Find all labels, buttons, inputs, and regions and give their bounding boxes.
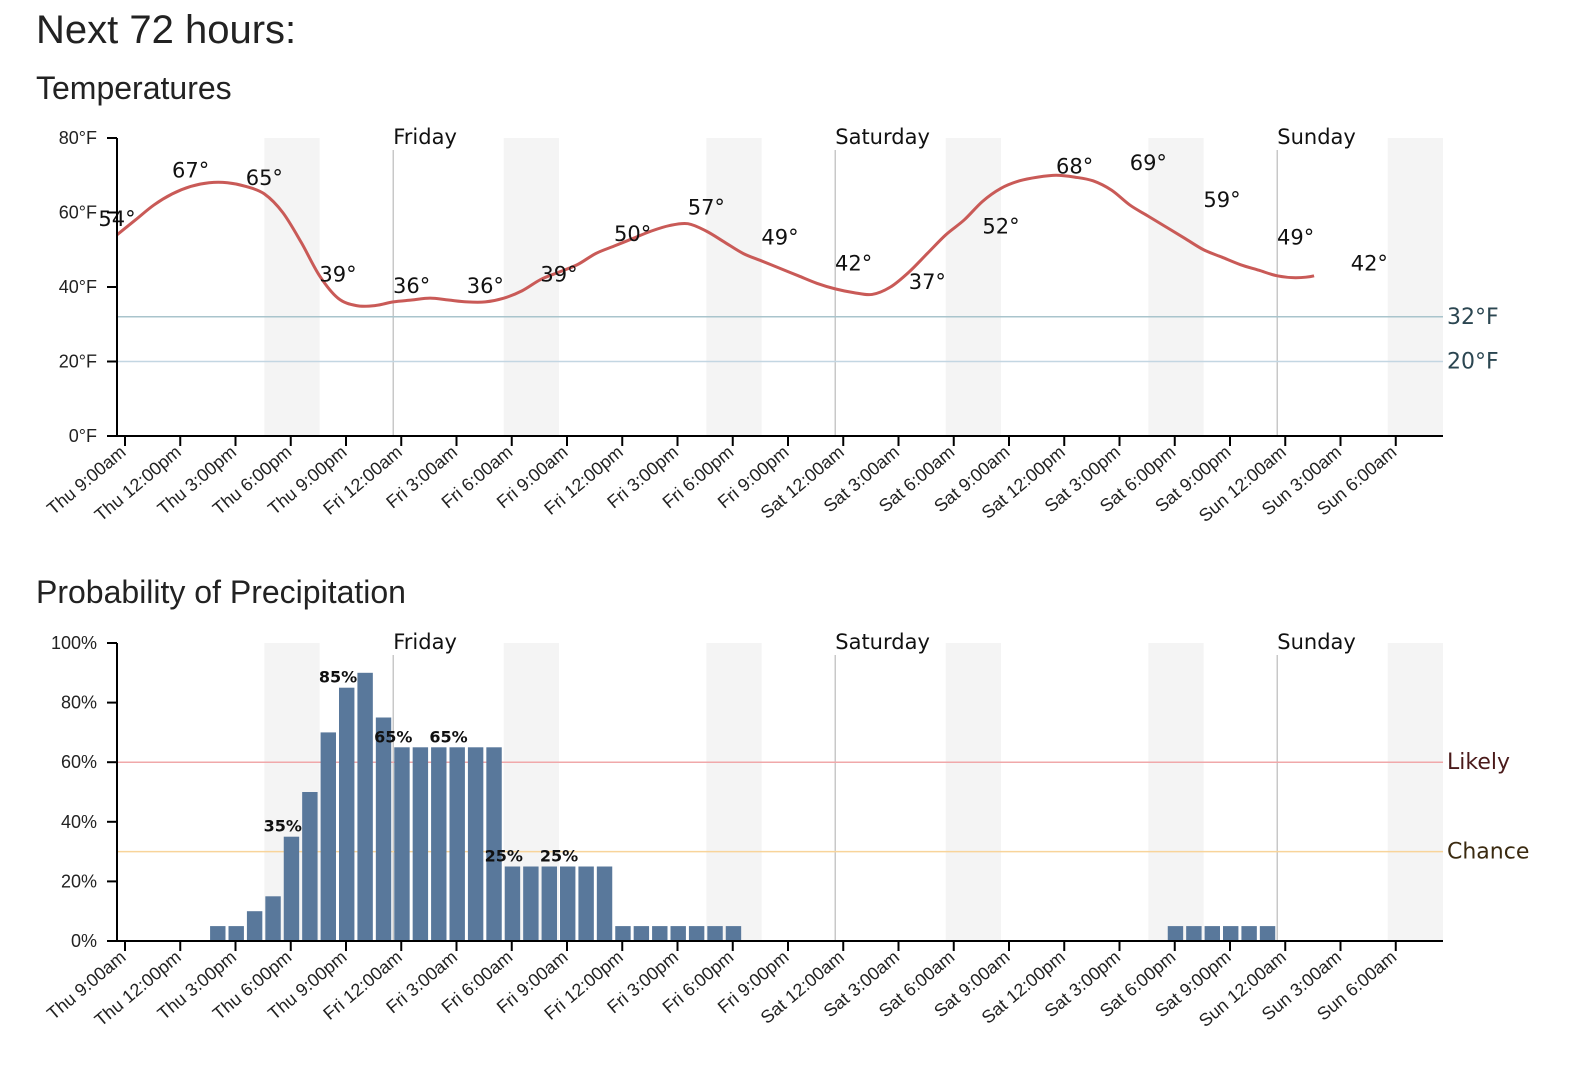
temperature-value-label: 39°: [540, 263, 577, 287]
precip-bar: [339, 687, 355, 941]
day-label: Friday: [393, 630, 457, 654]
night-band: [503, 138, 559, 436]
y-tick-label: 0°F: [69, 426, 97, 446]
bar-value-label: 65%: [374, 727, 412, 746]
precip-bar: [302, 792, 318, 941]
temperature-line: [116, 173, 1315, 308]
temperature-value-label: 67°: [172, 158, 209, 182]
precip-bar: [688, 926, 705, 941]
temperature-value-label: 36°: [467, 274, 504, 298]
night-band: [706, 643, 762, 941]
temperature-value-label: 39°: [319, 263, 356, 287]
y-tick-label: 40°F: [59, 277, 97, 297]
precip-bar: [320, 732, 336, 941]
precip-bar: [449, 747, 465, 941]
temperature-value-label: 57°: [688, 196, 725, 220]
precip-bar: [467, 747, 484, 941]
y-tick-label: 60°F: [59, 203, 97, 223]
precipitation-title: Probability of Precipitation: [36, 574, 406, 610]
day-label: Friday: [393, 125, 457, 149]
precip-bar: [504, 866, 521, 941]
temperature-value-label: 52°: [982, 214, 1019, 238]
temperature-value-label: 50°: [614, 222, 651, 246]
precip-bar: [1259, 926, 1276, 941]
night-band: [706, 138, 762, 436]
reference-line-label: 20°F: [1447, 350, 1499, 375]
bar-value-label: 85%: [319, 668, 357, 687]
bar-value-label: 25%: [540, 847, 578, 866]
precip-bar: [523, 866, 539, 941]
precip-bar: [357, 672, 373, 941]
temperatures-title: Temperatures: [36, 70, 232, 106]
day-label: Saturday: [835, 630, 930, 654]
y-tick-label: 20%: [61, 871, 97, 891]
night-band: [945, 643, 1001, 941]
bar-value-label: 65%: [429, 727, 467, 746]
precip-bar: [1186, 926, 1202, 941]
temperature-value-label: 59°: [1203, 188, 1240, 212]
precip-bar: [652, 926, 668, 941]
precip-bar: [1241, 926, 1257, 941]
day-label: Saturday: [835, 125, 930, 149]
bar-value-label: 25%: [485, 847, 523, 866]
precip-bar: [1167, 926, 1184, 941]
precip-bar: [541, 866, 557, 941]
temperature-value-label: 36°: [393, 274, 430, 298]
precip-bar: [560, 866, 576, 941]
reference-line-label: Likely: [1447, 750, 1510, 775]
y-tick-label: 100%: [51, 633, 97, 653]
y-tick-label: 20°F: [59, 352, 97, 372]
precip-bar: [265, 896, 281, 941]
day-label: Sunday: [1277, 125, 1356, 149]
temperature-value-label: 37°: [909, 270, 946, 294]
precip-bar: [633, 926, 650, 941]
reference-line-label: 32°F: [1447, 305, 1499, 330]
precip-bar: [1204, 926, 1220, 941]
y-tick-label: 80%: [61, 693, 97, 713]
precip-bar: [283, 836, 300, 941]
precip-bar: [486, 747, 502, 941]
temperature-value-label: 42°: [835, 252, 872, 276]
reference-line-label: Chance: [1447, 840, 1529, 865]
night-band: [1387, 138, 1443, 436]
page-title: Next 72 hours:: [36, 8, 297, 52]
precip-bar: [725, 926, 742, 941]
day-label: Sunday: [1277, 630, 1356, 654]
precip-bar: [670, 926, 686, 941]
night-band: [264, 138, 320, 436]
precip-bar: [210, 926, 226, 941]
night-band: [945, 138, 1001, 436]
y-tick-label: 80°F: [59, 128, 97, 148]
temperature-value-label: 49°: [761, 225, 798, 249]
precip-bar: [431, 747, 447, 941]
temperature-value-label: 68°: [1056, 155, 1093, 179]
precip-bar: [578, 866, 594, 941]
precip-bar: [615, 926, 631, 941]
y-tick-label: 60%: [61, 752, 97, 772]
night-band: [1148, 138, 1204, 436]
precip-bar: [246, 911, 263, 941]
night-band: [1148, 643, 1204, 941]
night-band: [1387, 643, 1443, 941]
precip-bar: [375, 717, 392, 941]
precip-bar: [1223, 926, 1239, 941]
precip-bar: [596, 866, 613, 941]
precip-bar: [707, 926, 723, 941]
temperature-value-label: 49°: [1277, 225, 1314, 249]
temperature-value-label: 69°: [1130, 151, 1167, 175]
temperature-value-label: 42°: [1351, 252, 1388, 276]
precip-bar: [228, 926, 244, 941]
y-tick-label: 40%: [61, 812, 97, 832]
bar-value-label: 35%: [264, 817, 302, 836]
y-tick-label: 0%: [71, 931, 97, 951]
precip-bar: [394, 747, 410, 941]
precip-bar: [412, 747, 429, 941]
precipitation-chart: Friday Saturday Sunday Likely Chance 35% 85% 65…: [43, 630, 1529, 1031]
temperature-value-label: 65°: [246, 166, 283, 190]
